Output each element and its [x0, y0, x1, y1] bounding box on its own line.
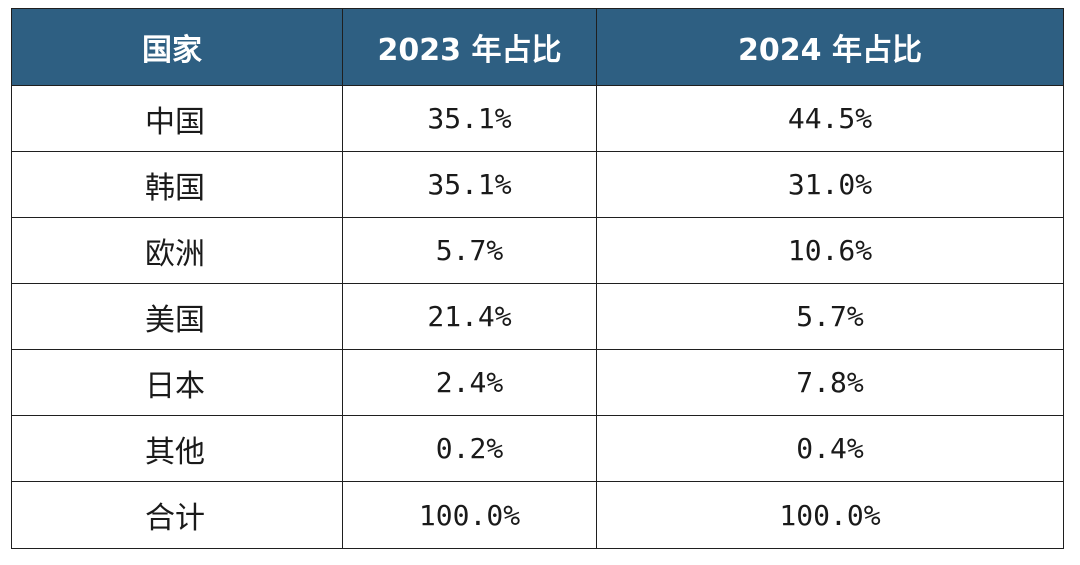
share-2024-cell: 0.4% — [597, 416, 1064, 482]
share-2024-cell: 44.5% — [597, 86, 1064, 152]
table-body: 中国 35.1% 44.5% 韩国 35.1% 31.0% 欧洲 5.7% 10… — [12, 86, 1064, 549]
share-2024-cell: 31.0% — [597, 152, 1064, 218]
country-cell: 美国 — [12, 284, 343, 350]
share-2023-cell: 35.1% — [343, 86, 597, 152]
table-row: 日本 2.4% 7.8% — [12, 350, 1064, 416]
total-label-cell: 合计 — [12, 482, 343, 549]
share-2023-cell: 21.4% — [343, 284, 597, 350]
country-cell: 欧洲 — [12, 218, 343, 284]
country-cell: 其他 — [12, 416, 343, 482]
table-row: 美国 21.4% 5.7% — [12, 284, 1064, 350]
share-2024-cell: 5.7% — [597, 284, 1064, 350]
header-row: 国家 2023 年占比 2024 年占比 — [12, 9, 1064, 86]
header-2023-share: 2023 年占比 — [343, 9, 597, 86]
country-share-table: 国家 2023 年占比 2024 年占比 中国 35.1% 44.5% 韩国 3… — [11, 8, 1064, 549]
table-row: 中国 35.1% 44.5% — [12, 86, 1064, 152]
share-2024-cell: 7.8% — [597, 350, 1064, 416]
table-row: 其他 0.2% 0.4% — [12, 416, 1064, 482]
country-cell: 日本 — [12, 350, 343, 416]
table-row: 韩国 35.1% 31.0% — [12, 152, 1064, 218]
header-2024-share: 2024 年占比 — [597, 9, 1064, 86]
share-2023-cell: 0.2% — [343, 416, 597, 482]
country-cell: 中国 — [12, 86, 343, 152]
share-2023-cell: 35.1% — [343, 152, 597, 218]
table-row: 欧洲 5.7% 10.6% — [12, 218, 1064, 284]
total-2024-cell: 100.0% — [597, 482, 1064, 549]
table-header: 国家 2023 年占比 2024 年占比 — [12, 9, 1064, 86]
country-cell: 韩国 — [12, 152, 343, 218]
total-row: 合计 100.0% 100.0% — [12, 482, 1064, 549]
total-2023-cell: 100.0% — [343, 482, 597, 549]
share-2023-cell: 2.4% — [343, 350, 597, 416]
share-2023-cell: 5.7% — [343, 218, 597, 284]
share-2024-cell: 10.6% — [597, 218, 1064, 284]
header-country: 国家 — [12, 9, 343, 86]
